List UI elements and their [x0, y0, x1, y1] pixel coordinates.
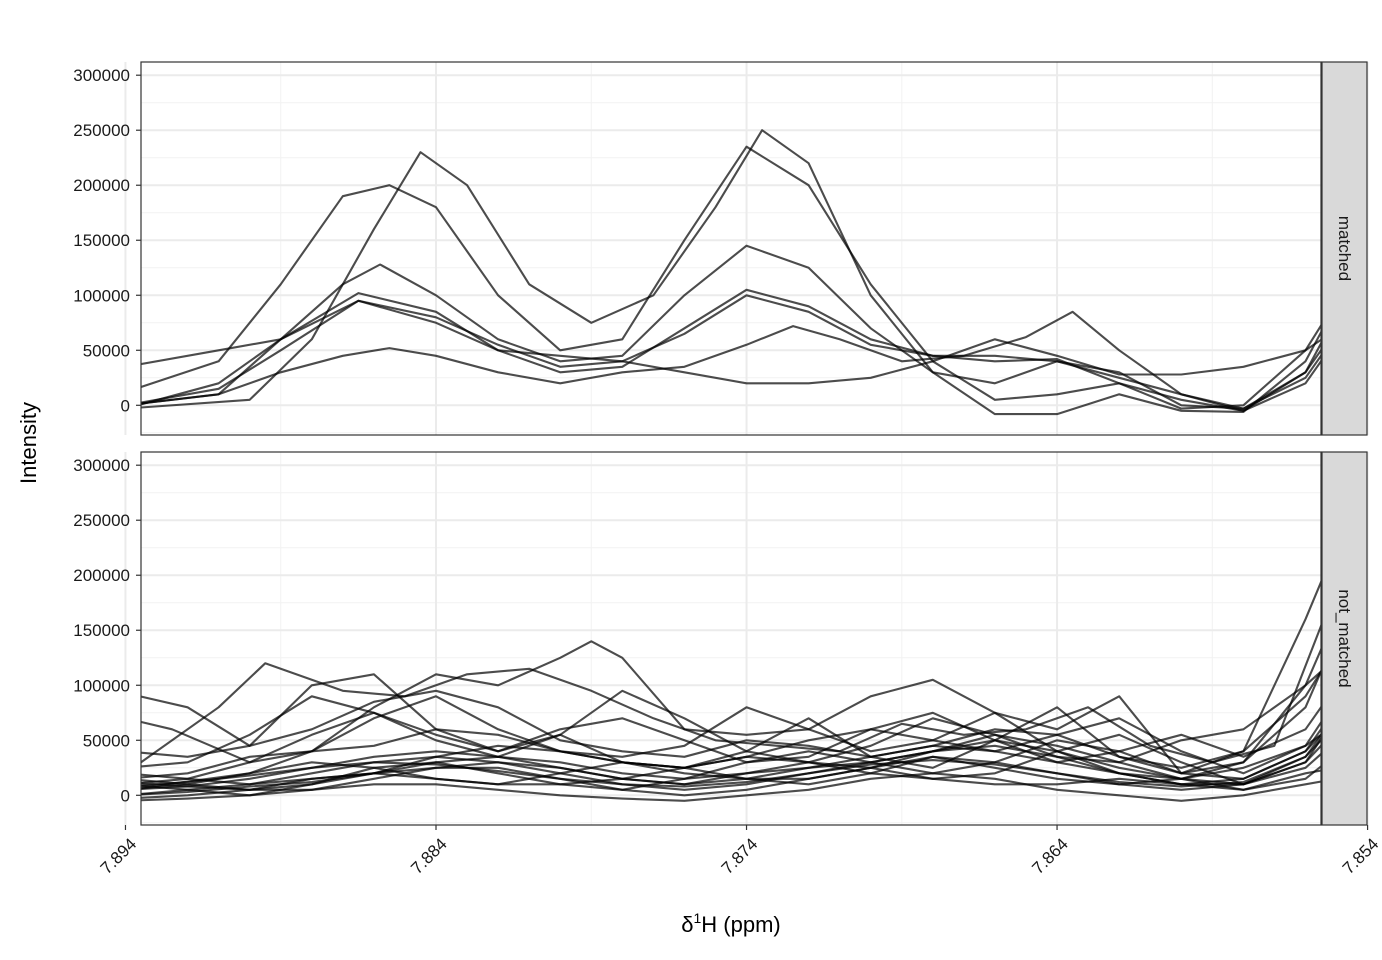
panel-matched: 0 50000 100000 150000 200000 250000 300000 matc…	[73, 61, 1369, 436]
x-axis-title-delta: δ	[681, 912, 693, 937]
y-tick-label: 200000	[73, 566, 130, 585]
series-line-1	[141, 129, 1321, 416]
x-axis-title: δ1H (ppm)	[681, 910, 781, 937]
y-tick-label: 250000	[73, 121, 130, 140]
series-line-6	[141, 670, 1321, 768]
y-tick-label: 100000	[73, 676, 130, 695]
series-lines	[141, 129, 1321, 416]
y-tick-label: 50000	[83, 731, 130, 750]
y-tick-label: 0	[121, 396, 130, 415]
strip-box	[1321, 451, 1368, 826]
y-tick-label: 100000	[73, 286, 130, 305]
y-tick-label: 0	[121, 786, 130, 805]
strip-label: not_matched	[1335, 589, 1354, 687]
strip-label: matched	[1335, 216, 1354, 281]
series-line-4	[141, 288, 1321, 412]
series-line-5	[141, 669, 1321, 769]
series-line-18	[141, 738, 1321, 788]
y-axis-title: Intensity	[16, 402, 41, 484]
panel-background	[141, 62, 1321, 435]
panel-border	[140, 451, 1322, 826]
y-tick-label: 300000	[73, 66, 130, 85]
y-tick-label: 300000	[73, 456, 130, 475]
series-line-16	[141, 755, 1321, 791]
y-tick-label: 250000	[73, 511, 130, 530]
panel-not_matched: 0 50000 100000 150000 200000 250000 300000 not_…	[73, 451, 1369, 826]
x-axis-title-sup: 1	[694, 910, 702, 926]
x-axis-title-rest: H (ppm)	[701, 912, 780, 937]
y-tick-label: 200000	[73, 176, 130, 195]
y-tick-label: 150000	[73, 621, 130, 640]
series-line-19	[141, 733, 1321, 791]
series-lines	[141, 579, 1321, 802]
series-line-17	[141, 772, 1321, 802]
series-line-4	[141, 668, 1321, 780]
panel-border	[140, 61, 1322, 436]
series-line-6	[141, 299, 1321, 385]
y-tick-label: 150000	[73, 231, 130, 250]
series-line-15	[141, 739, 1321, 796]
series-line-2	[141, 623, 1321, 764]
strip-box	[1321, 61, 1368, 436]
panels-group: 0 50000 100000 150000 200000 250000 300000 matc…	[73, 61, 1369, 826]
series-line-7	[141, 310, 1321, 412]
y-tick-label: 50000	[83, 341, 130, 360]
series-line-2	[141, 145, 1321, 410]
